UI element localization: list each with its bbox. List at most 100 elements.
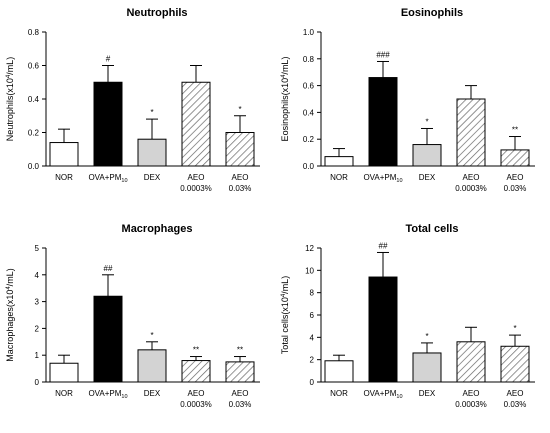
- x-tick-label: AEO: [232, 389, 249, 398]
- bar: [456, 341, 486, 383]
- bar: [412, 352, 442, 383]
- y-tick-label: 0.8: [28, 28, 40, 37]
- significance-label: *: [150, 108, 153, 117]
- neutrophils-panel: Neutrophils Neutrophils(x104/mL) 0.0 0.2 0.4…: [0, 0, 275, 216]
- total-cells-panel: Total cells Total cells(x104/mL) 0 2 4 6 8 10 12…: [275, 216, 550, 432]
- y-axis-label: Macrophages(x104/mL): [5, 268, 15, 361]
- y-tick-label: 1.0: [303, 28, 315, 37]
- x-tick-label-line2: 0.0003%: [455, 184, 487, 193]
- y-tick-label: 0.0: [303, 162, 315, 171]
- chart-title: Neutrophils: [126, 7, 187, 19]
- bar: [181, 81, 211, 167]
- y-tick-label: 1: [35, 351, 40, 360]
- x-tick-label-line2: 0.0003%: [180, 400, 212, 409]
- x-tick-label: DEX: [144, 173, 161, 182]
- eosinophils-panel: Eosinophils Eosinophils(x104/mL) 0.0 0.2 0.4…: [275, 0, 550, 216]
- y-tick-label: 0.6: [303, 82, 315, 91]
- x-tick-label: NOR: [55, 389, 73, 398]
- chart-title: Total cells: [406, 223, 459, 235]
- x-tick-label: AEO: [463, 173, 480, 182]
- significance-label: ##: [379, 241, 388, 250]
- bar: [368, 276, 398, 383]
- x-tick-label: AEO: [507, 389, 524, 398]
- significance-label: *: [425, 332, 428, 341]
- y-tick-label: 0.2: [28, 129, 40, 138]
- significance-label: *: [425, 117, 428, 126]
- y-axis-label: Total cells(x104/mL): [280, 276, 290, 354]
- x-tick-label: AEO: [507, 173, 524, 182]
- total-cells-chart: Total cells Total cells(x104/mL) 0 2 4 6 8 10 12…: [280, 223, 535, 409]
- bar: [137, 138, 167, 167]
- y-tick-label: 4: [310, 333, 315, 342]
- x-tick-label: NOR: [55, 173, 73, 182]
- x-tick-label-line2: 0.0003%: [180, 184, 212, 193]
- bar: [93, 81, 123, 167]
- y-tick-label: 0.2: [303, 135, 315, 144]
- y-tick-label: 5: [35, 244, 40, 253]
- x-tick-label: OVA+PM10: [88, 173, 127, 184]
- bar: [137, 349, 167, 383]
- y-tick-label: 0.4: [303, 108, 315, 117]
- neutrophils-chart: Neutrophils Neutrophils(x104/mL) 0.0 0.2 0.4…: [5, 7, 260, 193]
- y-tick-label: 0.8: [303, 55, 315, 64]
- bar: [93, 295, 123, 383]
- y-tick-label: 4: [35, 271, 40, 280]
- y-tick-label: 0.4: [28, 95, 40, 104]
- chart-title: Macrophages: [122, 223, 193, 235]
- y-tick-label: 2: [35, 324, 40, 333]
- y-tick-label: 3: [35, 298, 40, 307]
- y-tick-label: 10: [305, 266, 314, 275]
- bar: [324, 156, 354, 167]
- x-tick-label: DEX: [419, 173, 436, 182]
- x-tick-label-line2: 0.03%: [504, 184, 527, 193]
- x-tick-label: OVA+PM10: [363, 389, 402, 400]
- x-tick-label-line2: 0.0003%: [455, 400, 487, 409]
- y-tick-label: 2: [310, 356, 315, 365]
- y-tick-label: 0.0: [28, 162, 40, 171]
- x-tick-label: OVA+PM10: [363, 173, 402, 184]
- bar: [500, 149, 530, 167]
- x-tick-label: OVA+PM10: [88, 389, 127, 400]
- bar: [181, 360, 211, 383]
- bar: [500, 345, 530, 383]
- significance-label: #: [106, 55, 111, 64]
- x-tick-label: AEO: [188, 173, 205, 182]
- significance-label: *: [238, 105, 241, 114]
- bar: [49, 142, 79, 167]
- x-tick-label: AEO: [188, 389, 205, 398]
- chart-title: Eosinophils: [401, 7, 463, 19]
- y-tick-label: 0: [35, 378, 40, 387]
- bar: [412, 144, 442, 167]
- bar: [456, 98, 486, 167]
- significance-label: **: [512, 126, 518, 135]
- y-axis-label: Eosinophils(x104/mL): [280, 57, 290, 142]
- significance-label: *: [513, 324, 516, 333]
- x-tick-label: AEO: [232, 173, 249, 182]
- y-tick-label: 6: [310, 311, 315, 320]
- y-tick-label: 8: [310, 289, 315, 298]
- significance-label: **: [237, 346, 243, 355]
- significance-label: *: [150, 331, 153, 340]
- x-tick-label: DEX: [419, 389, 436, 398]
- y-tick-label: 0.6: [28, 62, 40, 71]
- x-tick-label: NOR: [330, 173, 348, 182]
- x-tick-label: DEX: [144, 389, 161, 398]
- x-tick-label-line2: 0.03%: [229, 400, 252, 409]
- significance-label: ###: [376, 50, 390, 59]
- significance-label: ##: [104, 264, 113, 273]
- x-tick-label: AEO: [463, 389, 480, 398]
- bar: [225, 361, 255, 383]
- bar: [225, 132, 255, 167]
- x-tick-label: NOR: [330, 389, 348, 398]
- x-tick-label-line2: 0.03%: [229, 184, 252, 193]
- macrophages-chart: Macrophages Macrophages(x104/mL) 0 1 2 3 4 5 NOR…: [5, 223, 260, 409]
- y-tick-label: 0: [310, 378, 315, 387]
- bar: [368, 77, 398, 167]
- eosinophils-chart: Eosinophils Eosinophils(x104/mL) 0.0 0.2 0.4…: [280, 7, 535, 193]
- y-axis-label: Neutrophils(x104/mL): [5, 57, 15, 141]
- y-tick-label: 12: [305, 244, 314, 253]
- macrophages-panel: Macrophages Macrophages(x104/mL) 0 1 2 3 4 5 NOR…: [0, 216, 275, 432]
- bar: [49, 362, 79, 383]
- bar: [324, 360, 354, 383]
- x-tick-label-line2: 0.03%: [504, 400, 527, 409]
